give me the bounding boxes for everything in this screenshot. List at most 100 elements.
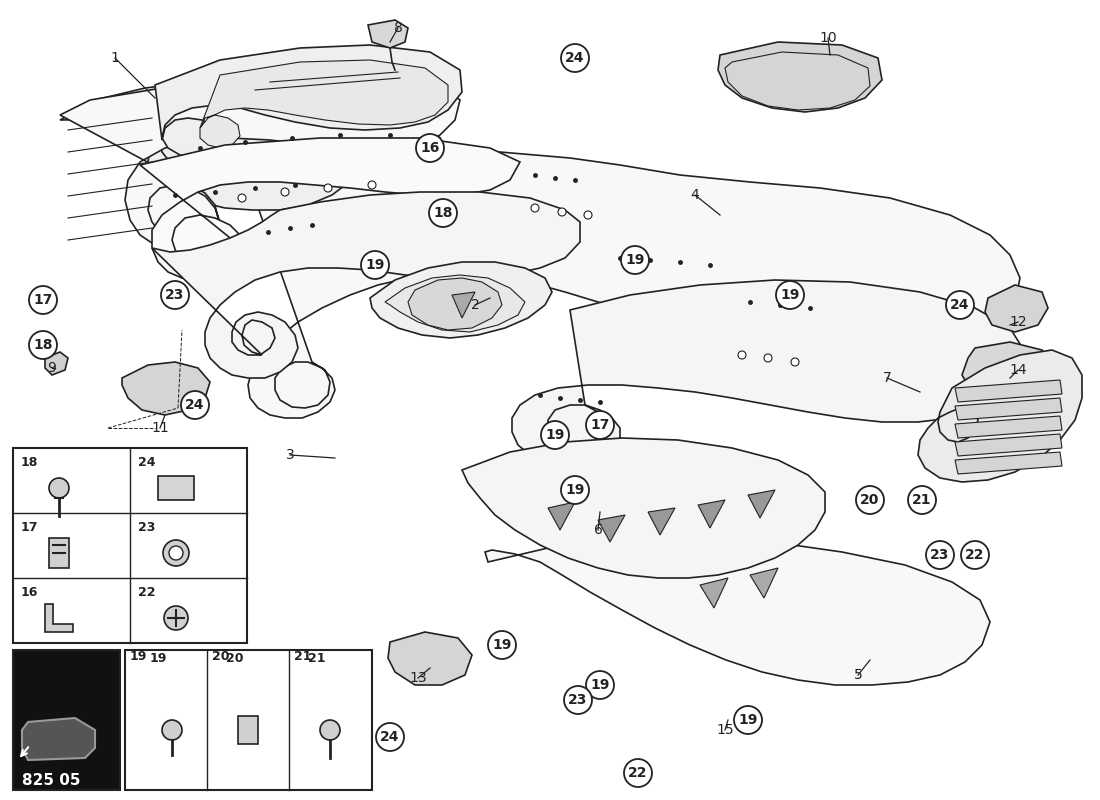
Circle shape	[182, 391, 209, 419]
Circle shape	[584, 211, 592, 219]
Text: 1: 1	[111, 51, 120, 65]
Text: 19: 19	[130, 650, 147, 663]
Circle shape	[624, 759, 652, 787]
Polygon shape	[548, 502, 575, 530]
Circle shape	[926, 541, 954, 569]
Text: 18: 18	[433, 206, 453, 220]
Text: 7: 7	[882, 371, 891, 385]
Text: 17: 17	[591, 418, 609, 432]
Polygon shape	[750, 568, 778, 598]
Polygon shape	[155, 45, 462, 158]
Polygon shape	[60, 70, 460, 255]
Circle shape	[320, 720, 340, 740]
Circle shape	[561, 44, 588, 72]
Text: 24: 24	[185, 398, 205, 412]
Circle shape	[734, 706, 762, 734]
Circle shape	[488, 631, 516, 659]
Circle shape	[162, 720, 182, 740]
Polygon shape	[718, 42, 882, 112]
Circle shape	[169, 546, 183, 560]
Polygon shape	[918, 350, 1082, 482]
Circle shape	[164, 606, 188, 630]
Text: 4: 4	[691, 188, 700, 202]
Circle shape	[776, 281, 804, 309]
Circle shape	[908, 486, 936, 514]
Bar	[13, 650, 120, 790]
Circle shape	[161, 281, 189, 309]
Text: 23: 23	[138, 521, 155, 534]
Text: 21: 21	[912, 493, 932, 507]
Text: 3: 3	[286, 448, 295, 462]
Polygon shape	[512, 280, 1025, 465]
Polygon shape	[955, 416, 1062, 438]
Circle shape	[541, 421, 569, 449]
Circle shape	[586, 411, 614, 439]
Polygon shape	[45, 352, 68, 375]
Text: 11: 11	[151, 421, 169, 435]
Circle shape	[531, 204, 539, 212]
Text: 19: 19	[780, 288, 800, 302]
Circle shape	[368, 181, 376, 189]
Circle shape	[280, 188, 289, 196]
Text: 8: 8	[394, 21, 403, 35]
Polygon shape	[152, 192, 580, 378]
Circle shape	[738, 351, 746, 359]
Polygon shape	[408, 278, 502, 330]
Text: 22: 22	[138, 586, 155, 599]
Polygon shape	[388, 632, 472, 685]
Circle shape	[429, 199, 456, 227]
Text: 19: 19	[493, 638, 512, 652]
Polygon shape	[45, 604, 73, 632]
Text: 16: 16	[21, 586, 38, 599]
Polygon shape	[700, 578, 728, 608]
Text: 20: 20	[860, 493, 880, 507]
Text: 20: 20	[226, 652, 243, 665]
Text: 24: 24	[138, 456, 155, 469]
Text: 18: 18	[21, 456, 38, 469]
Text: 23: 23	[569, 693, 587, 707]
Text: 825 05: 825 05	[22, 773, 80, 788]
Polygon shape	[955, 380, 1062, 402]
Polygon shape	[748, 490, 775, 518]
Circle shape	[50, 478, 69, 498]
Polygon shape	[22, 718, 95, 760]
Text: 10: 10	[820, 31, 837, 45]
Text: 21: 21	[308, 652, 326, 665]
Polygon shape	[648, 508, 675, 535]
Text: 23: 23	[165, 288, 185, 302]
Text: 6: 6	[594, 523, 603, 537]
Text: 5: 5	[854, 668, 862, 682]
Text: 22: 22	[628, 766, 648, 780]
Circle shape	[561, 476, 588, 504]
Text: 24: 24	[565, 51, 585, 65]
Text: 17: 17	[21, 521, 38, 534]
Circle shape	[324, 184, 332, 192]
Polygon shape	[698, 500, 725, 528]
Text: 24: 24	[950, 298, 970, 312]
Text: 19: 19	[625, 253, 645, 267]
Circle shape	[163, 540, 189, 566]
Circle shape	[416, 134, 444, 162]
Text: 19: 19	[365, 258, 385, 272]
Text: 17: 17	[33, 293, 53, 307]
Text: 19: 19	[565, 483, 585, 497]
Polygon shape	[245, 152, 1020, 418]
Bar	[125, 650, 372, 790]
Text: 21: 21	[294, 650, 311, 663]
Circle shape	[764, 354, 772, 362]
Text: 19: 19	[546, 428, 564, 442]
Polygon shape	[955, 452, 1062, 474]
Circle shape	[558, 208, 566, 216]
Polygon shape	[955, 398, 1062, 420]
Polygon shape	[452, 292, 475, 318]
Circle shape	[29, 286, 57, 314]
Text: 22: 22	[966, 548, 984, 562]
Circle shape	[961, 541, 989, 569]
Circle shape	[564, 686, 592, 714]
Bar	[50, 538, 69, 568]
Polygon shape	[158, 476, 194, 500]
Polygon shape	[485, 538, 990, 685]
Polygon shape	[370, 262, 552, 338]
Polygon shape	[200, 60, 448, 148]
Text: 15: 15	[716, 723, 734, 737]
